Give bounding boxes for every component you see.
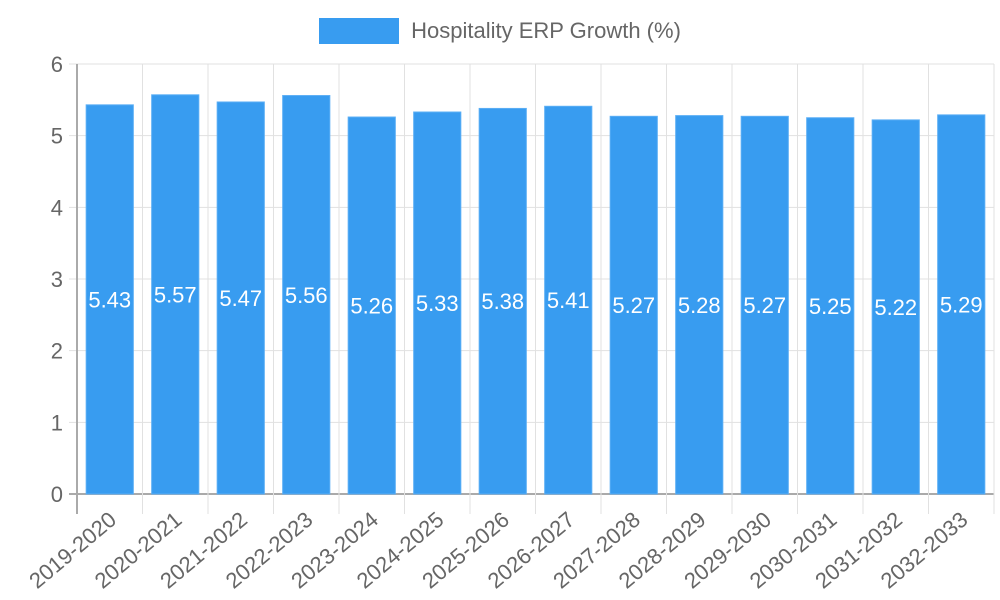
y-tick-label: 3	[51, 267, 63, 292]
bar-value-label: 5.43	[88, 287, 131, 312]
bar[interactable]	[413, 111, 462, 495]
bar[interactable]	[609, 115, 658, 495]
bar[interactable]	[216, 101, 265, 495]
bar-value-label: 5.25	[809, 294, 852, 319]
bar-value-label: 5.26	[350, 294, 393, 319]
legend-label: Hospitality ERP Growth (%)	[411, 18, 681, 43]
bar-value-label: 5.22	[874, 295, 917, 320]
bar[interactable]	[282, 95, 331, 495]
bar-value-label: 5.47	[219, 286, 262, 311]
bar-value-label: 5.56	[285, 283, 328, 308]
bar-value-label: 5.28	[678, 293, 721, 318]
bar-value-label: 5.27	[743, 293, 786, 318]
y-tick-label: 5	[51, 124, 63, 149]
legend-swatch	[319, 18, 400, 44]
bar[interactable]	[675, 115, 724, 495]
bar-value-label: 5.57	[154, 282, 197, 307]
bar-value-label: 5.38	[481, 289, 524, 314]
bar-value-label: 5.33	[416, 291, 459, 316]
y-tick-label: 4	[51, 195, 63, 220]
bar[interactable]	[806, 117, 855, 495]
bar-value-label: 5.41	[547, 288, 590, 313]
bar[interactable]	[937, 114, 986, 495]
bar[interactable]	[740, 115, 789, 495]
bar[interactable]	[85, 104, 134, 495]
bar[interactable]	[544, 105, 593, 495]
y-tick-label: 6	[51, 52, 63, 77]
bar[interactable]	[347, 116, 396, 495]
y-tick-label: 1	[51, 410, 63, 435]
bar[interactable]	[478, 107, 527, 495]
chart-legend[interactable]: Hospitality ERP Growth (%)	[0, 18, 1000, 44]
bar[interactable]	[151, 94, 200, 495]
y-tick-label: 0	[51, 482, 63, 507]
y-tick-label: 2	[51, 339, 63, 364]
bar[interactable]	[871, 119, 920, 495]
bar-value-label: 5.27	[612, 293, 655, 318]
bar-value-label: 5.29	[940, 292, 983, 317]
